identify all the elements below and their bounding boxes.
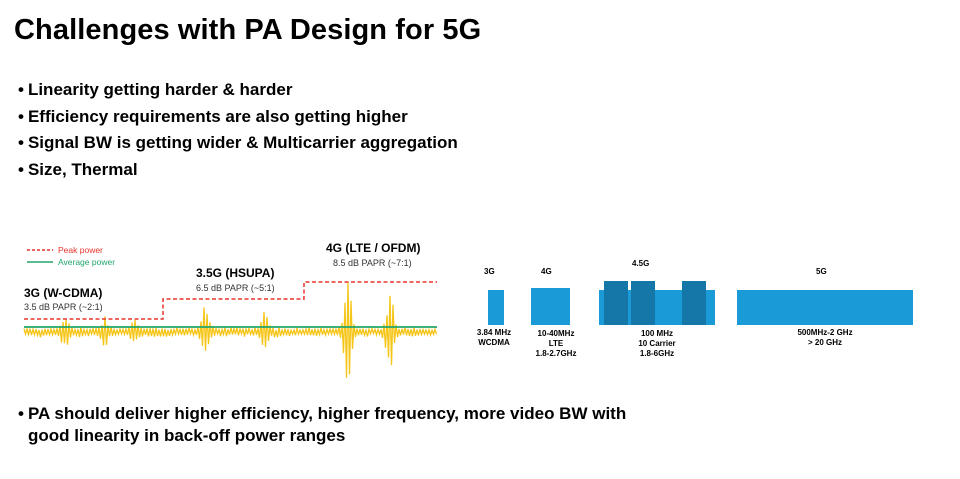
bullet-dot: • <box>18 80 24 99</box>
band-5g-desc: > 20 GHz <box>808 338 842 347</box>
band-45g-desc: 1.8-6GHz <box>640 349 674 358</box>
peak-power-envelope <box>24 281 437 320</box>
bullet-text: Linearity getting harder & harder <box>27 80 293 99</box>
bullet-list: • Linearity getting harder & harder • Effi… <box>18 77 458 183</box>
band-45g-desc: 10 Carrier <box>638 339 675 348</box>
gen-3g-papr: 3.5 dB PAPR (~2:1) <box>24 302 103 312</box>
bottom-bullet-list: • PA should deliver higher efficiency, hi… <box>18 403 626 447</box>
bullet-item: • Efficiency requirements are also gettin… <box>18 104 458 131</box>
band-3g-desc: 3.84 MHz <box>477 328 511 337</box>
band-45g-carrier <box>604 281 628 325</box>
band-3g-label: 3G <box>484 267 495 276</box>
gen-35g-title: 3.5G (HSUPA) <box>196 266 274 280</box>
papr-legend: Peak power Average power <box>27 245 115 267</box>
bullet-dot: • <box>18 159 24 179</box>
signal-waveform <box>23 281 438 378</box>
band-45g-label: 4.5G <box>632 259 649 268</box>
band-45g-carrier <box>682 281 706 325</box>
band-5g-desc: 500MHz-2 GHz <box>797 328 852 337</box>
band-4g-desc: LTE <box>549 339 564 348</box>
papr-figure: Peak power Average power 3G (W-CDMA) 3.5… <box>23 241 438 378</box>
band-4g-label: 4G <box>541 267 552 276</box>
bullet-dot: • <box>18 106 24 126</box>
gen-4g-title: 4G (LTE / OFDM) <box>326 241 420 255</box>
band-45g-desc: 100 MHz <box>641 329 673 338</box>
bullet-item: • Signal BW is getting wider & Multicarri… <box>18 130 458 157</box>
band-45g-carrier <box>631 281 655 325</box>
peak-legend-label: Peak power <box>58 245 103 255</box>
band-5g-block <box>737 290 913 325</box>
bullet-text: Size, Thermal <box>27 159 138 179</box>
band-3g-block <box>488 290 504 325</box>
gen-3g-title: 3G (W-CDMA) <box>24 286 102 300</box>
gen-35g-papr: 6.5 dB PAPR (~5:1) <box>196 283 275 293</box>
bullet-dot: • <box>18 404 24 423</box>
gen-4g-papr: 8.5 dB PAPR (~7:1) <box>333 258 412 268</box>
band-5g-label: 5G <box>816 267 827 276</box>
bullet-dot: • <box>18 133 24 152</box>
bullet-item: • Size, Thermal <box>18 157 458 184</box>
bullet-text: Signal BW is getting wider & Multicarrie… <box>27 133 458 152</box>
bullet-item: • Linearity getting harder & harder <box>18 77 458 104</box>
band-4g-desc: 10-40MHz <box>538 329 575 338</box>
bullet-text: PA should deliver higher efficiency, hig… <box>27 404 627 445</box>
band-4g-block <box>531 288 570 325</box>
average-legend-label: Average power <box>58 257 115 267</box>
band-4g-desc: 1.8-2.7GHz <box>536 349 577 358</box>
slide-title: Challenges with PA Design for 5G <box>14 14 482 46</box>
bullet-item: • PA should deliver higher efficiency, hi… <box>18 403 626 447</box>
bullet-text: Efficiency requirements are also getting… <box>27 106 408 126</box>
band-3g-desc: WCDMA <box>478 338 510 347</box>
bandwidth-figure: 3G 4G 4.5G 5G 3.84 MHz WCDMA 10-40MHz LT… <box>477 259 913 358</box>
